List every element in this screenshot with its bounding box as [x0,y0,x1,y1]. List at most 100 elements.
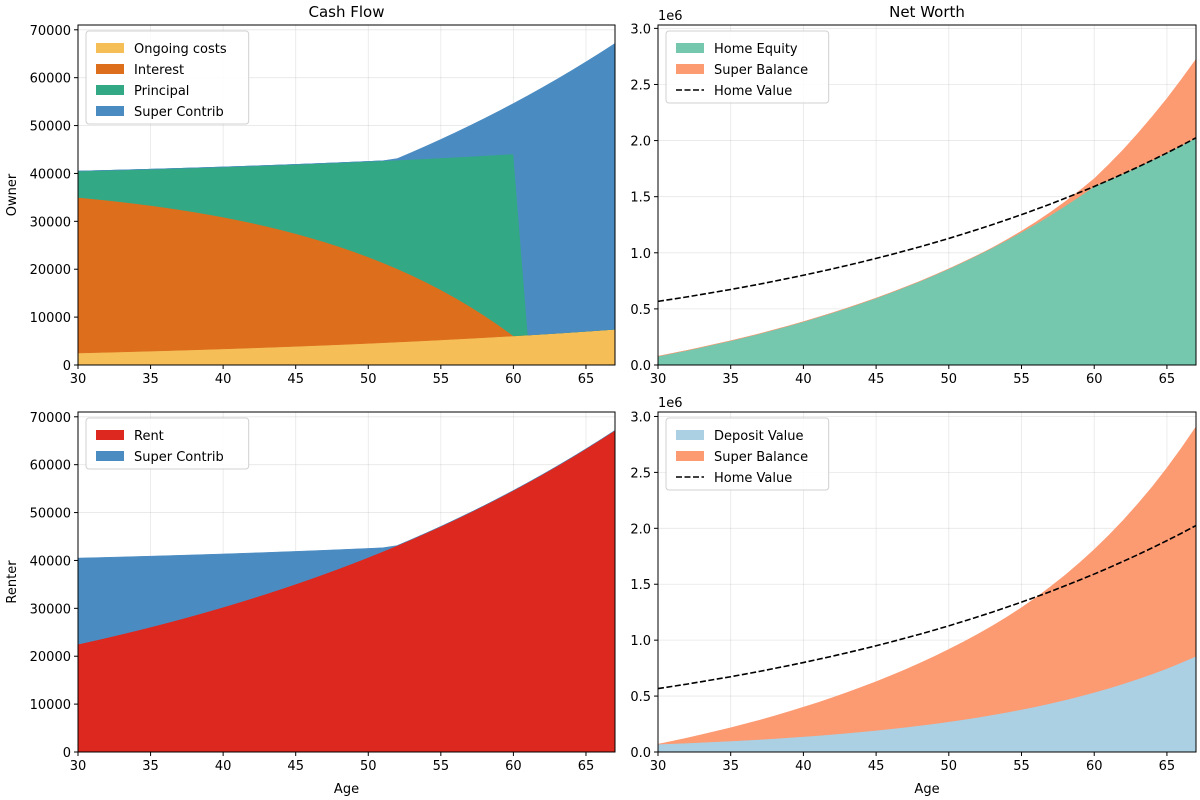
x-tick-label: 65 [578,372,595,387]
legend: Ongoing costs Interest Principal Super Cont… [85,30,250,125]
legend-label: Rent [134,429,164,444]
y-tick-label: 0.0 [630,746,651,761]
x-tick-label: 55 [1013,759,1030,774]
legend-item: Super Contrib [96,450,224,465]
legend-label: Interest [134,63,184,78]
y-tick-label: 40000 [30,167,71,182]
y-tick-label: 10000 [30,311,71,326]
x-tick-label: 50 [360,759,377,774]
x-tick-label: 35 [722,372,739,387]
y-tick-label: 40000 [30,554,71,569]
y-tick-label: 20000 [30,650,71,665]
net-worth-owner-chart: 30 35 40 45 50 55 60 65 0.0 0.5 1.0 1.5 2.0 2.5 3.0 1e6… [630,3,1197,387]
x-tick-label: 50 [941,372,958,387]
legend-label: Super Contrib [134,105,224,120]
x-tick-label: 55 [433,372,450,387]
y-tick-label: 2.5 [630,78,651,93]
line-home-value [657,524,1197,690]
y-tick-label: 70000 [30,24,71,39]
x-tick-label: 40 [215,759,232,774]
axes-frame [657,24,1197,366]
y-offset-label: 1e6 [658,396,683,411]
y-tick-label: 60000 [30,459,71,474]
axes-frame [77,411,616,753]
x-tick-label: 30 [70,759,87,774]
legend-item: Super Balance [676,450,808,465]
legend-item: Principal [96,84,189,99]
y-tick-label: 0.0 [630,359,651,374]
legend-label: Deposit Value [714,429,804,444]
legend-label: Super Balance [714,63,808,78]
y-tick-label: 20000 [30,263,71,278]
y-axis-label: Renter [5,560,20,604]
y-tick-label: 1.5 [630,191,651,206]
legend-label: Home Equity [714,42,798,57]
y-axis-label: Owner [5,173,20,216]
y-tick-label: 0 [63,359,71,374]
legend-item: Deposit Value [676,429,804,444]
legend-swatch [96,43,124,53]
legend-swatch [96,64,124,74]
legend-box [665,417,830,491]
legend-item: Rent [96,429,164,444]
y-tick-label: 2.0 [630,135,651,150]
legend-swatch [96,430,124,440]
y-tick-label: 60000 [30,72,71,87]
y-tick-label: 30000 [30,602,71,617]
x-tick-label: 45 [287,372,304,387]
legend-item: Super Balance [676,63,808,78]
x-tick-label: 55 [1013,372,1030,387]
legend-swatch [676,430,704,440]
legend: Rent Super Contrib [85,417,250,470]
x-tick-label: 40 [795,372,812,387]
net-worth-renter-chart: 30 35 40 45 50 55 60 65 0.0 0.5 1.0 1.5 2.0 2.5 3.0 1e6… [630,396,1197,797]
legend-label: Super Contrib [134,450,224,465]
x-tick-label: 55 [433,759,450,774]
y-tick-label: 2.0 [630,522,651,537]
legend-swatch [676,64,704,74]
x-tick-label: 60 [1086,759,1103,774]
x-tick-label: 30 [650,759,667,774]
x-tick-label: 35 [142,759,159,774]
legend-box [665,30,830,104]
x-tick-label: 50 [360,372,377,387]
x-tick-label: 30 [70,372,87,387]
x-tick-label: 50 [941,759,958,774]
x-tick-label: 30 [650,372,667,387]
legend-label: Home Value [714,84,792,99]
legend-item: Home Value [676,471,792,486]
x-tick-label: 35 [142,372,159,387]
x-tick-label: 65 [1159,759,1176,774]
x-axis-label: Age [334,782,359,797]
axes-frame [657,411,1197,753]
legend-box [85,30,250,125]
legend-item: Interest [96,63,184,78]
x-tick-label: 40 [215,372,232,387]
y-offset-label: 1e6 [658,9,683,24]
y-tick-label: 2.5 [630,466,651,481]
y-tick-label: 30000 [30,215,71,230]
legend-item: Super Contrib [96,105,224,120]
chart-title: Cash Flow [309,3,385,21]
line-home-value [657,137,1197,303]
legend-label: Home Value [714,471,792,486]
legend-item: Home Equity [676,42,798,57]
axes-frame [77,24,616,366]
y-tick-label: 50000 [30,120,71,135]
y-tick-label: 1.5 [630,578,651,593]
legend-item: Ongoing costs [96,42,227,57]
x-tick-label: 45 [287,759,304,774]
x-tick-label: 65 [578,759,595,774]
cash-flow-owner-chart: 30 35 40 45 50 55 60 65 0 10000 20000 30000 40000 500… [5,3,616,387]
x-tick-label: 60 [505,372,522,387]
x-tick-label: 45 [868,372,885,387]
y-tick-label: 70000 [30,411,71,426]
y-tick-label: 1.0 [630,634,651,649]
legend-swatch [96,85,124,95]
y-tick-label: 10000 [30,698,71,713]
legend-swatch [676,451,704,461]
y-tick-label: 0.5 [630,303,651,318]
x-tick-label: 40 [795,759,812,774]
y-tick-label: 50000 [30,507,71,522]
